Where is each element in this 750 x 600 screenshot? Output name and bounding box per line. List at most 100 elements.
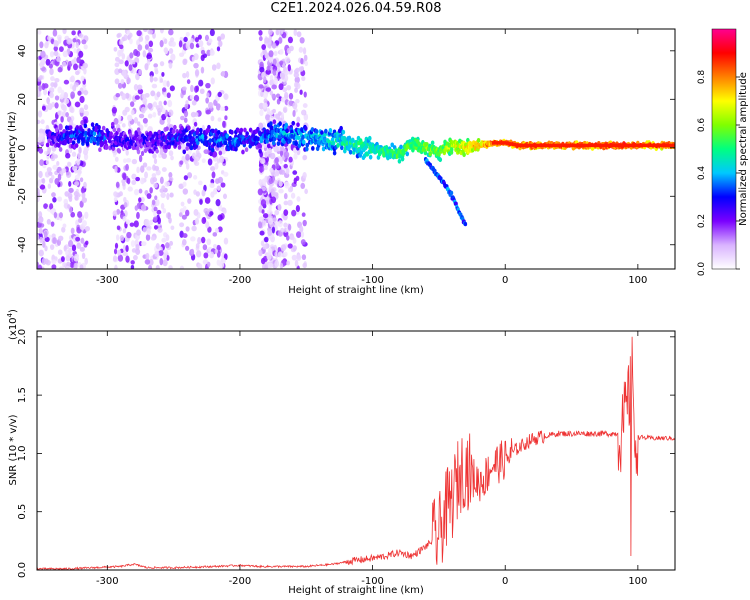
noise-blob	[272, 108, 276, 114]
noise-blob	[179, 160, 184, 165]
ridge-point	[71, 140, 76, 146]
noise-blob	[138, 36, 144, 42]
noise-blob	[182, 188, 189, 195]
noise-blob	[49, 244, 55, 250]
noise-blob	[216, 62, 221, 70]
noise-blob	[157, 227, 163, 233]
noise-blob	[80, 237, 85, 244]
ridge-point	[245, 131, 249, 136]
noise-blob	[279, 150, 284, 157]
noise-blob	[122, 69, 127, 78]
noise-blob	[37, 264, 43, 269]
noise-blob	[47, 146, 52, 154]
noise-blob	[193, 94, 200, 102]
ridge-point	[62, 129, 66, 134]
ridge-point	[165, 126, 169, 132]
noise-blob	[262, 102, 268, 109]
noise-blob	[75, 236, 81, 242]
noise-blob	[299, 89, 303, 95]
noise-blob	[64, 191, 70, 197]
noise-blob	[153, 158, 158, 165]
noise-blob	[280, 72, 285, 80]
noise-blob	[163, 47, 168, 54]
noise-blob	[217, 91, 222, 98]
noise-blob	[151, 199, 156, 206]
noise-blob	[200, 66, 205, 74]
ridge-point	[314, 128, 319, 134]
ridge-point	[359, 150, 364, 155]
noise-blob	[125, 158, 132, 163]
noise-blob	[161, 237, 167, 243]
ridge-point	[110, 121, 115, 127]
noise-blob	[130, 109, 135, 116]
noise-blob	[73, 262, 78, 269]
noise-blob	[54, 177, 60, 185]
noise-blob	[153, 63, 159, 68]
noise-blob	[189, 42, 195, 50]
noise-blob	[119, 44, 124, 50]
ridge-point	[256, 126, 260, 132]
noise-blob	[68, 195, 73, 202]
noise-blob	[71, 244, 77, 252]
noise-blob	[123, 196, 127, 203]
noise-blob	[114, 242, 119, 249]
noise-blob	[272, 69, 277, 76]
noise-blob	[182, 72, 187, 79]
ridge-point	[163, 148, 168, 154]
ridge-point	[54, 127, 59, 133]
noise-blob	[73, 191, 80, 197]
noise-blob	[258, 30, 263, 36]
noise-blob	[301, 254, 307, 261]
noise-blob	[287, 199, 293, 206]
ridge-point	[258, 143, 263, 149]
ridge-point	[194, 144, 198, 149]
noise-blob	[182, 205, 187, 211]
noise-blob	[40, 58, 46, 66]
noise-blob	[136, 166, 140, 174]
snr-xlabel: Height of straight line (km)	[288, 585, 424, 596]
noise-blob	[159, 176, 164, 185]
noise-blob	[189, 94, 194, 100]
noise-blob	[70, 211, 76, 218]
noise-blob	[45, 58, 51, 66]
noise-blob	[83, 110, 90, 117]
noise-blob	[135, 73, 140, 81]
noise-blob	[264, 51, 269, 59]
noise-blob	[200, 54, 205, 62]
noise-blob	[65, 152, 71, 159]
noise-blob	[287, 36, 294, 44]
noise-blob	[131, 158, 138, 165]
ridge-point	[258, 148, 262, 154]
noise-blob	[183, 110, 189, 118]
noise-blob	[260, 91, 264, 98]
noise-blob	[209, 211, 214, 216]
noise-blob	[292, 245, 297, 252]
noise-blob	[147, 113, 153, 119]
noise-blob	[80, 187, 85, 194]
noise-blob	[262, 91, 269, 99]
noise-blob	[162, 249, 169, 255]
noise-blob	[195, 242, 200, 249]
noise-blob	[160, 202, 165, 210]
noise-blob	[39, 184, 46, 190]
noise-blob	[288, 156, 293, 163]
noise-blob	[166, 192, 170, 201]
noise-blob	[161, 185, 166, 191]
ridge-point	[243, 127, 247, 133]
noise-blob	[257, 188, 263, 196]
noise-blob	[144, 63, 149, 71]
noise-blob	[200, 49, 206, 55]
noise-blob	[168, 62, 173, 69]
noise-blob	[217, 214, 223, 221]
noise-blob	[68, 239, 74, 248]
noise-blob	[207, 261, 211, 268]
colorbar-tick-label: 0.6	[697, 118, 707, 133]
noise-blob	[198, 180, 203, 186]
ridge-point	[146, 141, 150, 147]
noise-blob	[85, 240, 89, 246]
noise-blob	[194, 69, 200, 77]
noise-blob	[136, 211, 140, 220]
noise-blob	[204, 197, 211, 204]
noise-blob	[274, 209, 280, 216]
noise-blob	[293, 177, 297, 185]
